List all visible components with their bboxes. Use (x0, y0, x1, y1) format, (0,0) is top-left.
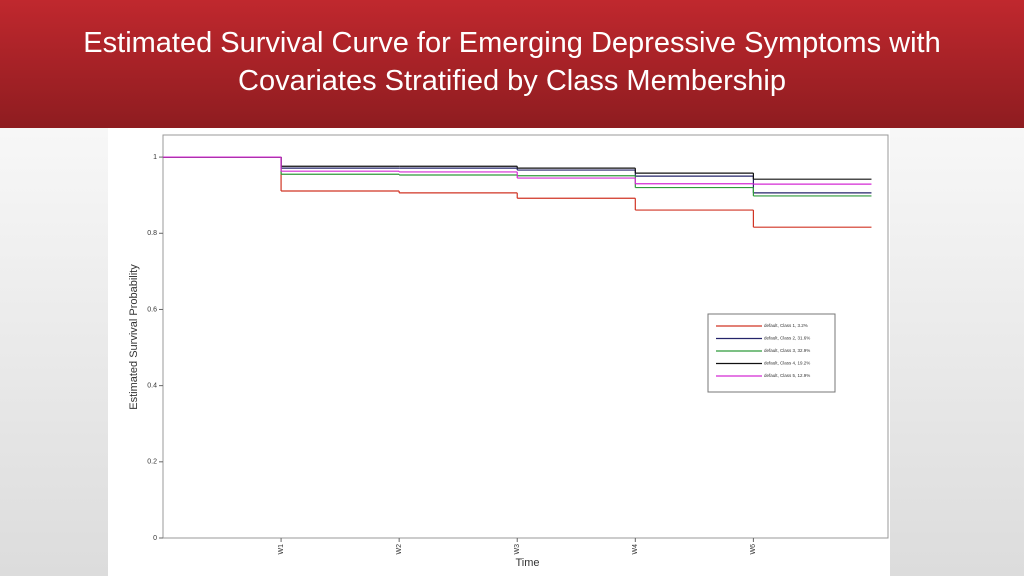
y-tick-label: 0.4 (147, 382, 157, 389)
header: Estimated Survival Curve for Emerging De… (0, 0, 1024, 128)
x-axis-label: Time (515, 557, 539, 569)
y-tick-label: 0 (153, 535, 157, 542)
legend-box (707, 313, 836, 393)
y-tick-label: 1 (153, 154, 157, 161)
x-tick-label: W1 (278, 544, 285, 555)
plot-frame (162, 134, 889, 539)
x-tick-label: W2 (396, 544, 403, 555)
y-axis-label: Estimated Survival Probability (128, 264, 140, 410)
y-tick-label: 0.2 (147, 459, 157, 466)
legend-label: default, Class 1, 3.2% (764, 323, 808, 328)
chart-title: Estimated Survival Curve for Emerging De… (83, 27, 941, 97)
x-tick-label: W6 (750, 544, 757, 555)
y-tick-label: 0.6 (147, 306, 157, 313)
legend-label: default, Class 5, 12.9% (764, 373, 810, 378)
legend-label: default, Class 3, 32.9% (764, 348, 810, 353)
x-tick-label: W4 (632, 544, 639, 555)
legend-label: default, Class 4, 19.2% (764, 361, 810, 366)
x-tick-label: W3 (514, 544, 521, 555)
y-tick-label: 0.8 (147, 230, 157, 237)
legend-label: default, Class 2, 31.6% (764, 336, 810, 341)
